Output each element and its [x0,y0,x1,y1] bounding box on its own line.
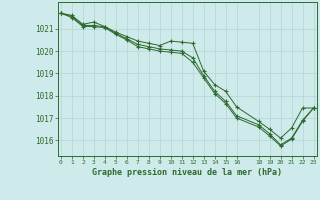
X-axis label: Graphe pression niveau de la mer (hPa): Graphe pression niveau de la mer (hPa) [92,168,282,177]
